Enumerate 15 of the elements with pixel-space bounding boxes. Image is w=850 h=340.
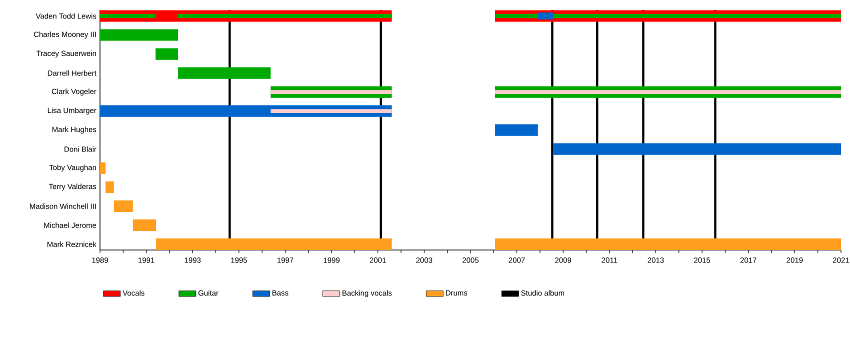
bar <box>270 90 392 94</box>
bar <box>156 48 178 60</box>
bar <box>495 124 538 136</box>
bar <box>156 238 392 250</box>
bar <box>100 162 106 174</box>
bar <box>495 238 842 250</box>
bar <box>114 200 133 212</box>
bar <box>495 90 842 94</box>
bar <box>178 67 271 79</box>
bar <box>270 109 392 114</box>
bar <box>100 29 178 41</box>
bar <box>552 143 842 155</box>
bar <box>495 14 842 18</box>
bar <box>132 219 156 231</box>
bar <box>106 181 114 193</box>
